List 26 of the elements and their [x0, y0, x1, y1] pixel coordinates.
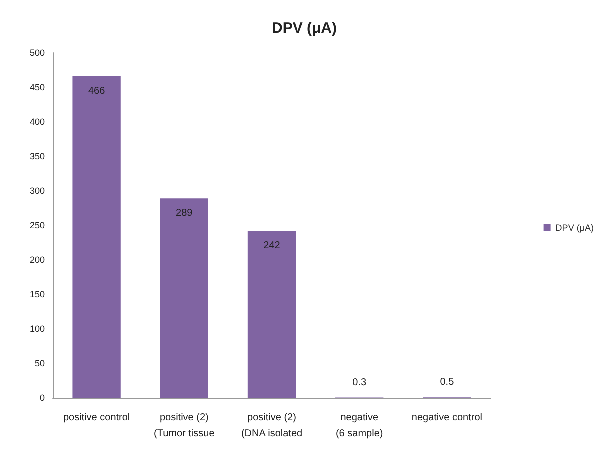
data-label: 0.5 — [440, 377, 455, 388]
data-label: 466 — [88, 86, 106, 97]
y-tick-label: 0 — [40, 393, 45, 403]
data-label: 242 — [264, 240, 281, 252]
y-tick-label: 300 — [30, 186, 45, 196]
y-tick-label: 450 — [30, 82, 45, 92]
data-label: 0.3 — [352, 377, 367, 388]
legend-label: DPV (μA) — [556, 223, 594, 233]
x-tick-label: positive (2) (Tumor tissue — [154, 412, 216, 440]
y-tick-label: 250 — [30, 220, 45, 230]
x-tick-label: negative (6 sample) — [336, 412, 384, 440]
x-tick-label: negative control — [412, 412, 483, 424]
y-tick-label: 150 — [30, 290, 45, 300]
y-tick-label: 500 — [30, 48, 45, 58]
data-label: 289 — [176, 208, 194, 220]
y-tick-label: 400 — [30, 117, 45, 127]
y-tick-label: 50 — [34, 358, 45, 368]
chart-title: DPV (μA) — [272, 20, 338, 37]
y-tick-label: 200 — [30, 255, 45, 265]
bar — [248, 231, 296, 398]
bar — [72, 76, 121, 398]
x-tick-label: positive (2) (DNA isolated — [241, 412, 303, 440]
x-tick-label: positive control — [63, 412, 130, 424]
bar — [160, 198, 208, 398]
y-tick-label: 100 — [30, 324, 45, 334]
y-tick-label: 350 — [30, 152, 45, 162]
